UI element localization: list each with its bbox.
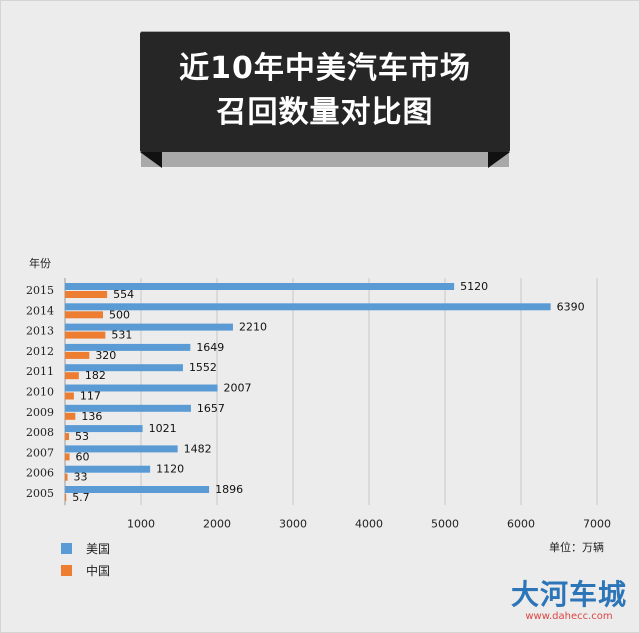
data-label-us-2006: 1120 xyxy=(156,463,184,476)
y-tick-label-2012: 2012 xyxy=(26,345,54,358)
bar-us-2011 xyxy=(65,364,183,372)
bar-cn-2015 xyxy=(65,291,108,298)
bar-us-2013 xyxy=(65,323,233,331)
bar-cn-2012 xyxy=(65,351,90,359)
data-label-cn-2006: 33 xyxy=(74,471,88,484)
x-tick-label-3000: 3000 xyxy=(279,517,307,530)
bar-cn-2007 xyxy=(65,453,70,461)
bar-us-2005 xyxy=(65,486,210,493)
bar-cn-2014 xyxy=(65,311,103,319)
x-tick-label-4000: 4000 xyxy=(355,517,383,530)
bar-cn-2006 xyxy=(65,473,68,481)
banner-fold-left xyxy=(140,152,162,168)
y-axis-title: 年份 xyxy=(29,257,51,270)
data-label-cn-2005: 5.7 xyxy=(72,491,90,504)
data-label-cn-2008: 53 xyxy=(75,430,89,443)
data-label-cn-2015: 554 xyxy=(113,288,134,301)
y-tick-label-2011: 2011 xyxy=(26,365,54,378)
y-tick-label-2008: 2008 xyxy=(26,426,54,439)
x-tick-label-6000: 6000 xyxy=(507,517,535,530)
x-tick-label-7000: 7000 xyxy=(583,517,611,530)
data-label-us-2005: 1896 xyxy=(215,483,243,496)
title-banner xyxy=(140,32,510,152)
legend-label-us: 美国 xyxy=(86,542,111,556)
bar-cn-2011 xyxy=(65,372,79,380)
title-line-2: 召回数量对比图 xyxy=(216,95,434,130)
watermark-text: 大河车城 xyxy=(510,578,627,611)
data-label-us-2015: 5120 xyxy=(460,280,488,293)
bar-cn-2008 xyxy=(65,433,70,441)
legend-swatch-cn xyxy=(61,565,72,576)
y-tick-label-2014: 2014 xyxy=(26,304,54,317)
legend-label-cn: 中国 xyxy=(86,564,111,578)
data-label-us-2014: 6390 xyxy=(557,300,585,313)
data-label-cn-2012: 320 xyxy=(95,349,116,362)
x-tick-label-5000: 5000 xyxy=(431,517,459,530)
y-tick-label-2013: 2013 xyxy=(26,325,54,338)
data-label-cn-2011: 182 xyxy=(85,369,106,382)
legend-item-us: 美国 xyxy=(61,540,110,557)
legend-swatch-us xyxy=(61,543,72,554)
data-label-us-2010: 2007 xyxy=(224,382,252,395)
bar-us-2009 xyxy=(65,404,191,412)
bar-chart: 1000 2000 3000 4000 5000 6000 7000 2015 5120 554 2… xyxy=(26,278,611,530)
data-label-us-2012: 1649 xyxy=(196,341,224,354)
y-tick-label-2007: 2007 xyxy=(26,446,54,459)
title-line-1: 近10年中美汽车市场 xyxy=(179,51,471,86)
y-tick-label-2005: 2005 xyxy=(26,487,54,500)
bar-us-2014 xyxy=(65,303,551,311)
legend-item-cn: 中国 xyxy=(61,562,110,579)
chart-title: 近10年中美汽车市场 召回数量对比图 xyxy=(140,47,510,135)
bar-us-2012 xyxy=(65,343,191,351)
bar-cn-2005 xyxy=(65,494,67,501)
bar-us-2010 xyxy=(65,384,218,392)
data-label-us-2011: 1552 xyxy=(189,361,217,374)
data-label-us-2009: 1657 xyxy=(197,402,225,415)
bar-cn-2010 xyxy=(65,392,74,400)
bar-us-2006 xyxy=(65,465,151,473)
bar-cn-2013 xyxy=(65,331,106,339)
data-label-cn-2007: 60 xyxy=(76,450,90,463)
watermark-url: www.dahecc.com xyxy=(525,611,613,622)
y-tick-label-2010: 2010 xyxy=(26,386,54,399)
y-tick-label-2009: 2009 xyxy=(26,406,54,419)
unit-label: 单位：万辆 xyxy=(549,541,604,554)
y-tick-label-2015: 2015 xyxy=(26,284,54,297)
data-label-cn-2010: 117 xyxy=(80,390,101,403)
x-tick-label-2000: 2000 xyxy=(203,517,231,530)
data-label-us-2008: 1021 xyxy=(149,422,177,435)
bar-cn-2009 xyxy=(65,412,76,420)
banner-fold-right xyxy=(488,152,510,168)
y-tick-label-2006: 2006 xyxy=(26,467,54,480)
data-label-us-2007: 1482 xyxy=(184,442,212,455)
data-label-cn-2009: 136 xyxy=(81,410,102,423)
bar-us-2008 xyxy=(65,425,143,433)
x-tick-label-1000: 1000 xyxy=(127,517,155,530)
bar-us-2007 xyxy=(65,445,178,453)
bar-us-2015 xyxy=(65,283,455,290)
data-label-cn-2013: 531 xyxy=(111,329,132,342)
data-label-cn-2014: 500 xyxy=(109,308,130,321)
data-label-us-2013: 2210 xyxy=(239,321,267,334)
watermark-logo: 大河车城 www.dahecc.com xyxy=(511,579,627,623)
